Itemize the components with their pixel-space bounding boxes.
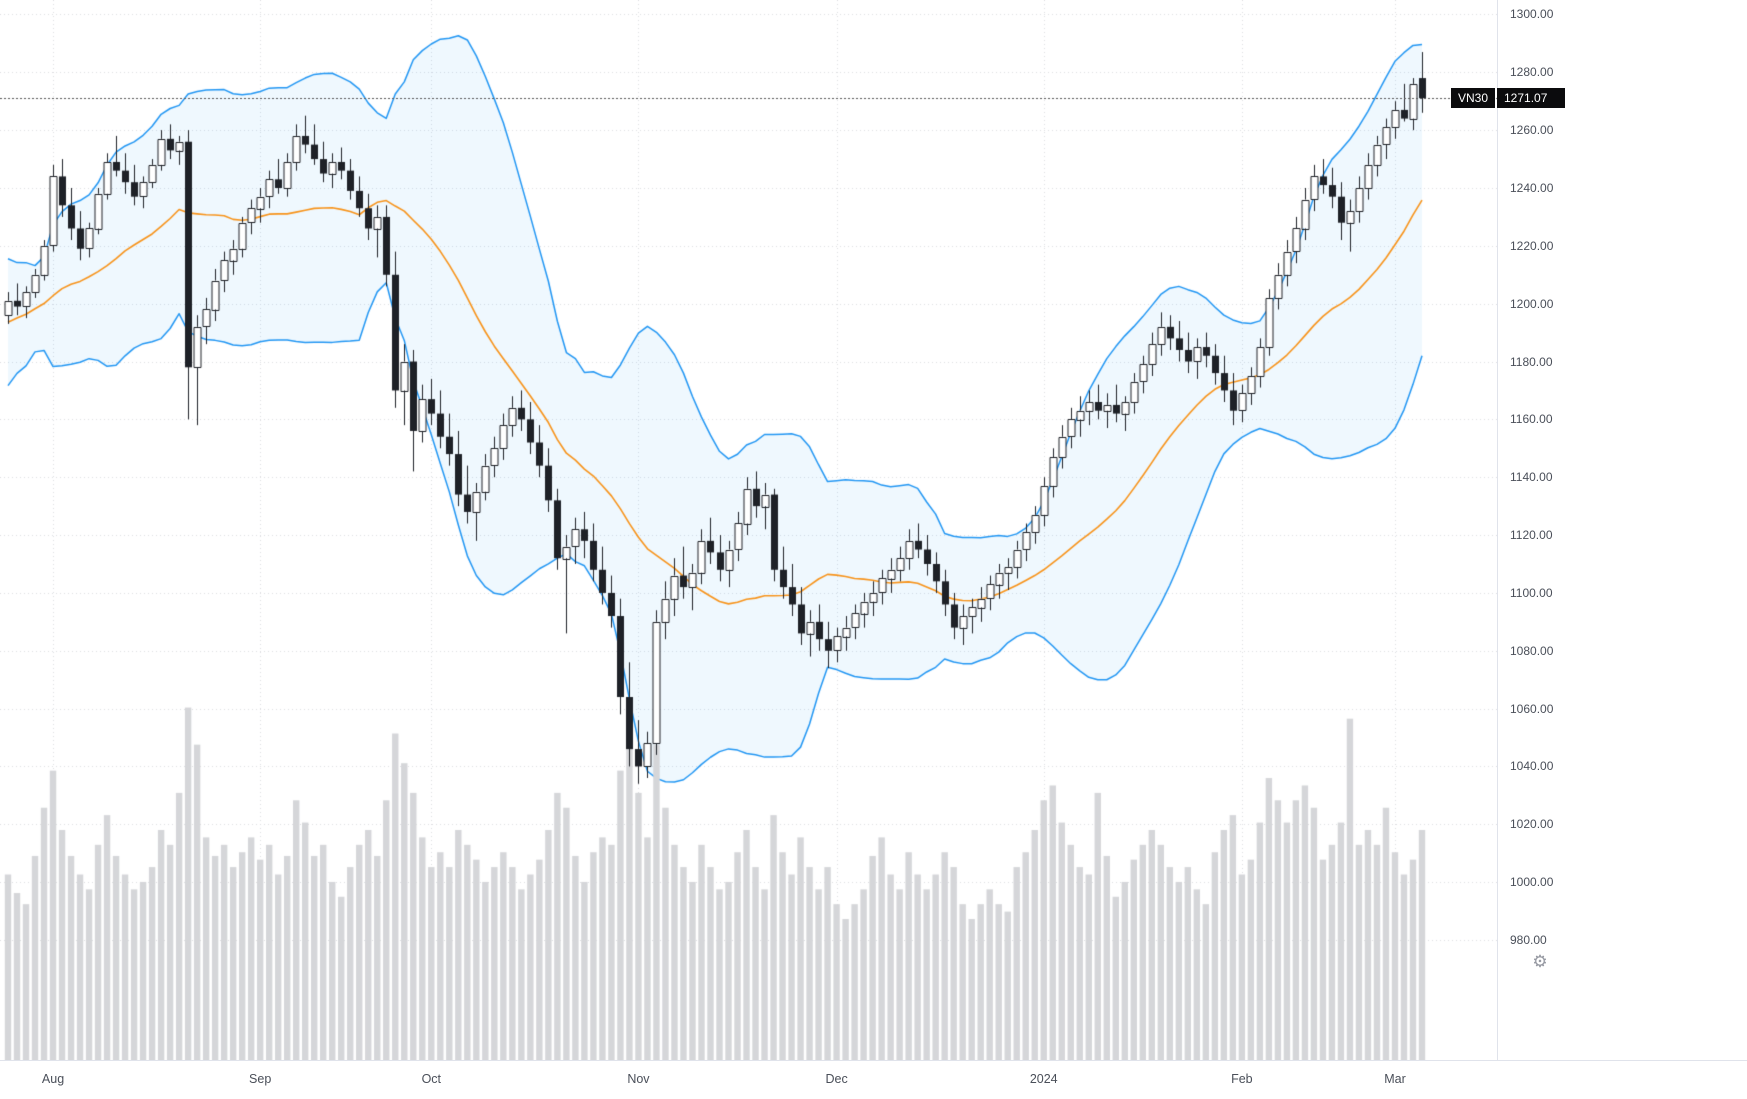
price-tick-label: 1140.00 [1510,470,1553,485]
price-chart-canvas[interactable] [0,0,1497,1060]
price-tick-label: 980.00 [1510,932,1547,947]
price-tick-label: 1020.00 [1510,817,1554,832]
price-tick-label: 1280.00 [1510,65,1554,80]
price-tick-label: 1260.00 [1510,123,1554,138]
price-tick-label: 1300.00 [1510,7,1554,22]
time-tick-label: Aug [41,1072,65,1086]
price-tick-label: 1180.00 [1510,354,1553,369]
price-tick-label: 1220.00 [1510,238,1554,253]
time-axis[interactable]: Aug Sep Oct Nov Dec 2024 Feb Mar [0,1060,1747,1099]
price-tick-label: 1040.00 [1510,759,1554,774]
last-price-tag: 1271.07 [1497,88,1565,109]
time-tick-label: 2024 [1029,1072,1058,1086]
time-tick-label: Sep [249,1072,272,1086]
chart-plot-area[interactable] [0,0,1497,1060]
time-tick-label: Mar [1384,1072,1406,1086]
price-tick-label: 1000.00 [1510,875,1554,890]
price-tick-label: 1160.00 [1510,412,1553,427]
price-tick-label: 1200.00 [1510,296,1554,311]
time-tick-label: Oct [421,1072,442,1086]
price-scale-settings-icon[interactable]: ⚙ [1532,952,1548,971]
price-tick-label: 1120.00 [1510,528,1553,543]
time-tick-label: Nov [627,1072,650,1086]
price-axis[interactable]: 1300.00 1280.00 1260.00 1240.00 1220.00 1200.… [1497,0,1747,1060]
symbol-tag-label: VN30 [1457,91,1488,106]
last-price-tag-label: 1271.07 [1504,91,1548,106]
price-tick-label: 1060.00 [1510,701,1554,716]
price-tick-label: 1080.00 [1510,643,1554,658]
symbol-tag: VN30 [1450,88,1495,109]
price-tick-label: 1240.00 [1510,180,1554,195]
time-tick-label: Dec [825,1072,848,1086]
time-tick-label: Feb [1231,1072,1253,1086]
price-tick-label: 1100.00 [1510,585,1553,600]
